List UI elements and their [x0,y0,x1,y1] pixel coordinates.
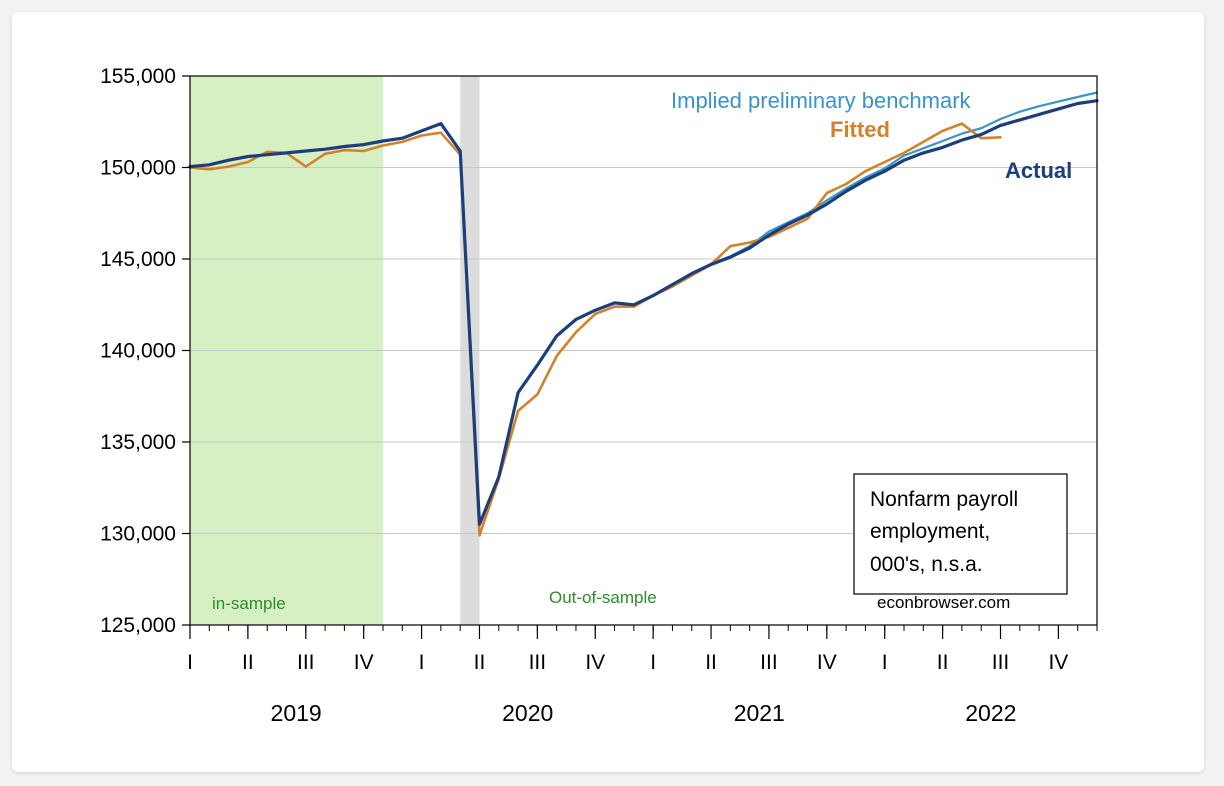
axes: 125,000 130,000 135,000 140,000 145,000 150,0… [100,65,1098,726]
note-line-1: Nonfarm payroll [870,488,1018,511]
employment-line-chart: 125,000 130,000 135,000 140,000 145,000 150,0… [100,65,1099,726]
x-period-label: II [474,651,486,674]
x-year-label: 2020 [502,700,553,726]
note-line-3: 000's, n.s.a. [870,553,983,576]
x-period-label: I [187,651,193,674]
chart-card: 125,000 130,000 135,000 140,000 145,000 150,0… [12,12,1204,772]
series-line-fitted [188,122,1002,537]
x-period-label: IV [1048,651,1068,674]
x-period-label: IV [817,651,837,674]
y-tick-label: 150,000 [100,157,176,180]
source-credit: econbrowser.com [877,593,1010,612]
x-period-label: II [937,651,949,674]
x-period-label: III [297,651,315,674]
x-period-label: I [882,651,888,674]
series-label-actual: Actual [1005,158,1072,183]
series-line-actual [188,99,1099,527]
y-tick-label: 125,000 [100,614,176,637]
series-line-implied-preliminary-benchmark [709,91,1099,265]
x-year-label: 2021 [734,700,785,726]
series-lines [188,91,1099,537]
x-period-label: II [242,651,254,674]
y-tick-label: 130,000 [100,523,176,546]
note-box [853,473,1068,595]
x-period-label: IV [585,651,605,674]
x-period-label: III [760,651,778,674]
y-tick-label: 155,000 [100,65,176,88]
x-period-label: III [529,651,547,674]
out-of-sample-label: Out-of-sample [549,588,657,607]
x-year-label: 2022 [965,700,1016,726]
x-year-label: 2019 [271,700,322,726]
series-label-benchmark: Implied preliminary benchmark [671,88,972,113]
x-period-label: I [419,651,425,674]
y-tick-label: 135,000 [100,431,176,454]
x-period-label: III [992,651,1010,674]
x-period-label: II [705,651,717,674]
note-line-2: employment, [870,520,990,543]
series-label-fitted: Fitted [830,117,890,142]
x-period-label: I [650,651,656,674]
x-period-label: IV [354,651,374,674]
y-tick-label: 140,000 [100,340,176,363]
y-tick-label: 145,000 [100,248,176,271]
in-sample-label: in-sample [212,594,286,613]
